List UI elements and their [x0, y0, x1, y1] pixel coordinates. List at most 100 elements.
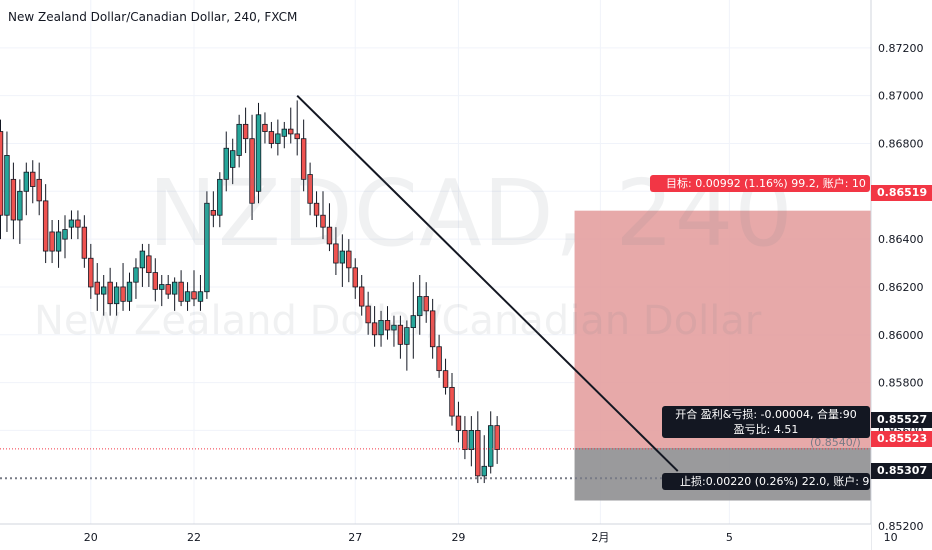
candle: [197, 275, 204, 311]
target-label-text: 目标: 0.00992 (1.16%) 99.2, 账户: 10: [666, 177, 866, 190]
candle: [494, 416, 500, 464]
price-tick-label: 0.86200: [878, 281, 924, 294]
candle-body: [0, 131, 4, 216]
candle: [236, 114, 242, 168]
candle: [81, 215, 88, 268]
candle: [30, 160, 36, 204]
candle-body: [339, 250, 346, 264]
candle-body: [217, 178, 223, 216]
candle: [352, 258, 358, 299]
current-price-tag: 0.85523: [871, 431, 932, 447]
candle: [262, 112, 268, 144]
candle-body: [442, 370, 449, 388]
open-pnl-label[interactable]: 开合 盈利&亏损: -0.00004, 合量:90 盈亏比: 4.51: [662, 406, 870, 438]
candle-body: [10, 178, 17, 221]
candle-body: [281, 128, 287, 137]
open-pnl-text: 开合 盈利&亏损: -0.00004, 合量:90: [675, 408, 857, 421]
time-tick-label: 20: [84, 531, 98, 544]
candle: [249, 114, 255, 220]
price-tick-label: 0.86400: [878, 233, 924, 246]
stop-label[interactable]: 止损:0.00220 (0.26%) 22.0, 账户: 9: [662, 473, 870, 490]
candle: [462, 416, 468, 460]
candle-body: [36, 178, 42, 202]
candle-body: [436, 346, 442, 372]
candle: [275, 119, 281, 156]
candle-body: [423, 296, 429, 312]
candle: [404, 320, 410, 371]
candle: [288, 107, 294, 144]
candle: [113, 282, 120, 316]
entry-note: (0.8540/): [810, 436, 861, 449]
candle: [42, 184, 49, 264]
candle-body: [352, 267, 358, 288]
candle: [152, 258, 158, 302]
price-tick-label: 0.85800: [878, 377, 924, 390]
candle: [371, 306, 378, 347]
candle-body: [191, 291, 197, 300]
candle: [88, 243, 94, 299]
candle-body: [475, 430, 481, 477]
candle: [294, 100, 300, 156]
candle-body: [294, 133, 300, 140]
candle: [217, 172, 223, 228]
candle: [455, 401, 462, 443]
candle: [358, 275, 365, 316]
candle-body: [159, 284, 165, 290]
candle-body: [481, 465, 487, 477]
candle-body: [4, 155, 10, 216]
candle: [436, 334, 442, 378]
candle-body: [326, 226, 333, 245]
candle: [365, 291, 371, 335]
candle: [139, 243, 146, 287]
candle-body: [242, 123, 249, 140]
trendline-drawing[interactable]: [296, 94, 679, 472]
candle-body: [358, 286, 365, 307]
candle: [10, 162, 17, 240]
candle-body: [120, 286, 126, 302]
candle: [242, 107, 249, 154]
price-tick-label: 0.87000: [878, 90, 924, 103]
stop-label-text: 止损:0.00220 (0.26%) 22.0, 账户: 9: [680, 475, 870, 488]
time-tick-label: 2月: [591, 531, 609, 544]
candle-body: [113, 286, 120, 305]
candle: [55, 220, 62, 268]
candle-body: [300, 138, 307, 180]
candle-body: [262, 123, 268, 132]
candle-body: [94, 281, 100, 295]
candle-body: [346, 250, 352, 269]
candle: [191, 270, 197, 307]
candle: [384, 306, 391, 340]
candle: [442, 358, 449, 395]
candle: [178, 270, 184, 307]
risk-reward-text: 盈亏比: 4.51: [733, 423, 799, 436]
symbol-title[interactable]: New Zealand Dollar/Canadian Dollar, 240,…: [8, 10, 298, 24]
candle-body: [449, 386, 455, 417]
candle: [468, 416, 475, 467]
target-label[interactable]: 目标: 0.00992 (1.16%) 99.2, 账户: 10: [650, 175, 870, 192]
candle-body: [88, 257, 94, 288]
candle-body: [210, 210, 217, 216]
candle: [133, 258, 139, 299]
price-tick-label: 0.86000: [878, 329, 924, 342]
watermark-description: New Zealand Dollar/Canadian Dollar: [34, 298, 762, 344]
candle-body: [429, 310, 436, 348]
candle: [333, 227, 339, 275]
candle: [255, 102, 262, 204]
time-axis[interactable]: [0, 524, 871, 550]
candle: [397, 315, 404, 359]
price-axis[interactable]: [871, 0, 932, 550]
candle: [313, 191, 320, 228]
price-tick-label: 0.87200: [878, 42, 924, 55]
candle-body: [455, 415, 462, 431]
price-tick-label: 0.86800: [878, 137, 924, 150]
candle: [94, 263, 100, 311]
candle-body: [255, 114, 262, 192]
candle-body: [404, 327, 410, 345]
trendline[interactable]: [296, 94, 679, 472]
candle-body: [397, 324, 404, 345]
candlestick-series: [0, 100, 500, 484]
candle-body: [229, 150, 236, 168]
candle: [101, 275, 107, 316]
